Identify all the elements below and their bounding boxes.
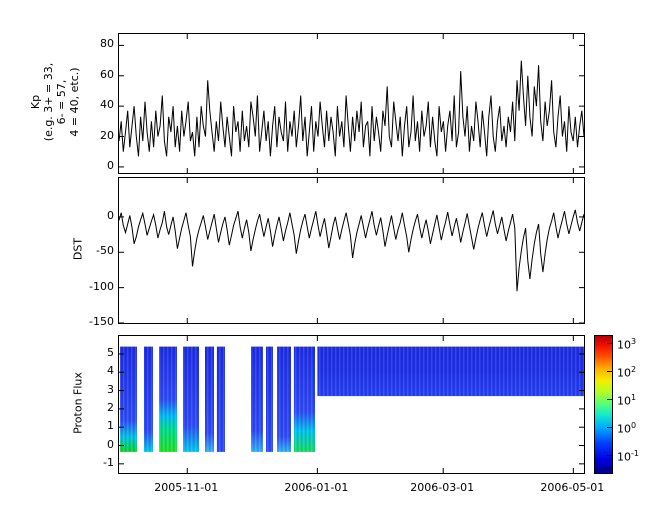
kp-ytick-label: 40 xyxy=(100,98,114,112)
colorbar-tick-label: 103 xyxy=(617,337,637,352)
kp-ytick-label: 20 xyxy=(100,128,114,142)
flux-ytick-label: 4 xyxy=(107,364,114,378)
flux-ytick-label: 2 xyxy=(107,400,114,414)
dst-plot-area xyxy=(119,178,584,323)
dst-ytick-label: 0 xyxy=(107,208,114,222)
colorbar-tick-label: 101 xyxy=(617,393,637,408)
colorbar-tick-mark xyxy=(607,455,612,456)
kp-ytick-label: 0 xyxy=(107,158,114,172)
dst-ytick-label: -100 xyxy=(89,279,114,293)
x-axis-tick-label: 2006-01-01 xyxy=(284,481,349,494)
kp-series-line xyxy=(119,60,584,157)
flux-ytick-label: -1 xyxy=(103,455,114,469)
flux-ytick-label: 1 xyxy=(107,419,114,433)
dst-ytick-label: -50 xyxy=(96,244,114,258)
colorbar-tick-label: 100 xyxy=(617,421,637,436)
dst-ytick-label: -150 xyxy=(89,315,114,328)
colorbar xyxy=(594,335,613,474)
dst-series-line xyxy=(119,209,584,292)
kp-plot-panel xyxy=(118,33,585,174)
colorbar-tick-mark xyxy=(607,399,612,400)
flux-ytick-label: 0 xyxy=(107,437,114,451)
colorbar-tick-mark xyxy=(607,343,612,344)
x-axis-tick-label: 2006-05-01 xyxy=(540,481,605,494)
kp-ytick-label: 60 xyxy=(100,67,114,81)
kp-ytick-label: 80 xyxy=(100,37,114,51)
x-axis-tick-label: 2005-11-01 xyxy=(154,481,219,494)
dst-plot-panel xyxy=(118,177,585,324)
flux-plot-area xyxy=(119,336,584,473)
proton-flux-plot-panel xyxy=(118,335,585,474)
colorbar-tick-label: 102 xyxy=(617,365,637,380)
colorbar-tick-label: 10-1 xyxy=(617,449,639,464)
kp-plot-area xyxy=(119,34,584,173)
colorbar-tick-mark xyxy=(607,427,612,428)
colorbar-tick-mark xyxy=(607,371,612,372)
flux-ytick-label: 5 xyxy=(107,345,114,359)
x-axis-tick-label: 2006-03-01 xyxy=(410,481,475,494)
flux-ytick-label: 3 xyxy=(107,382,114,396)
